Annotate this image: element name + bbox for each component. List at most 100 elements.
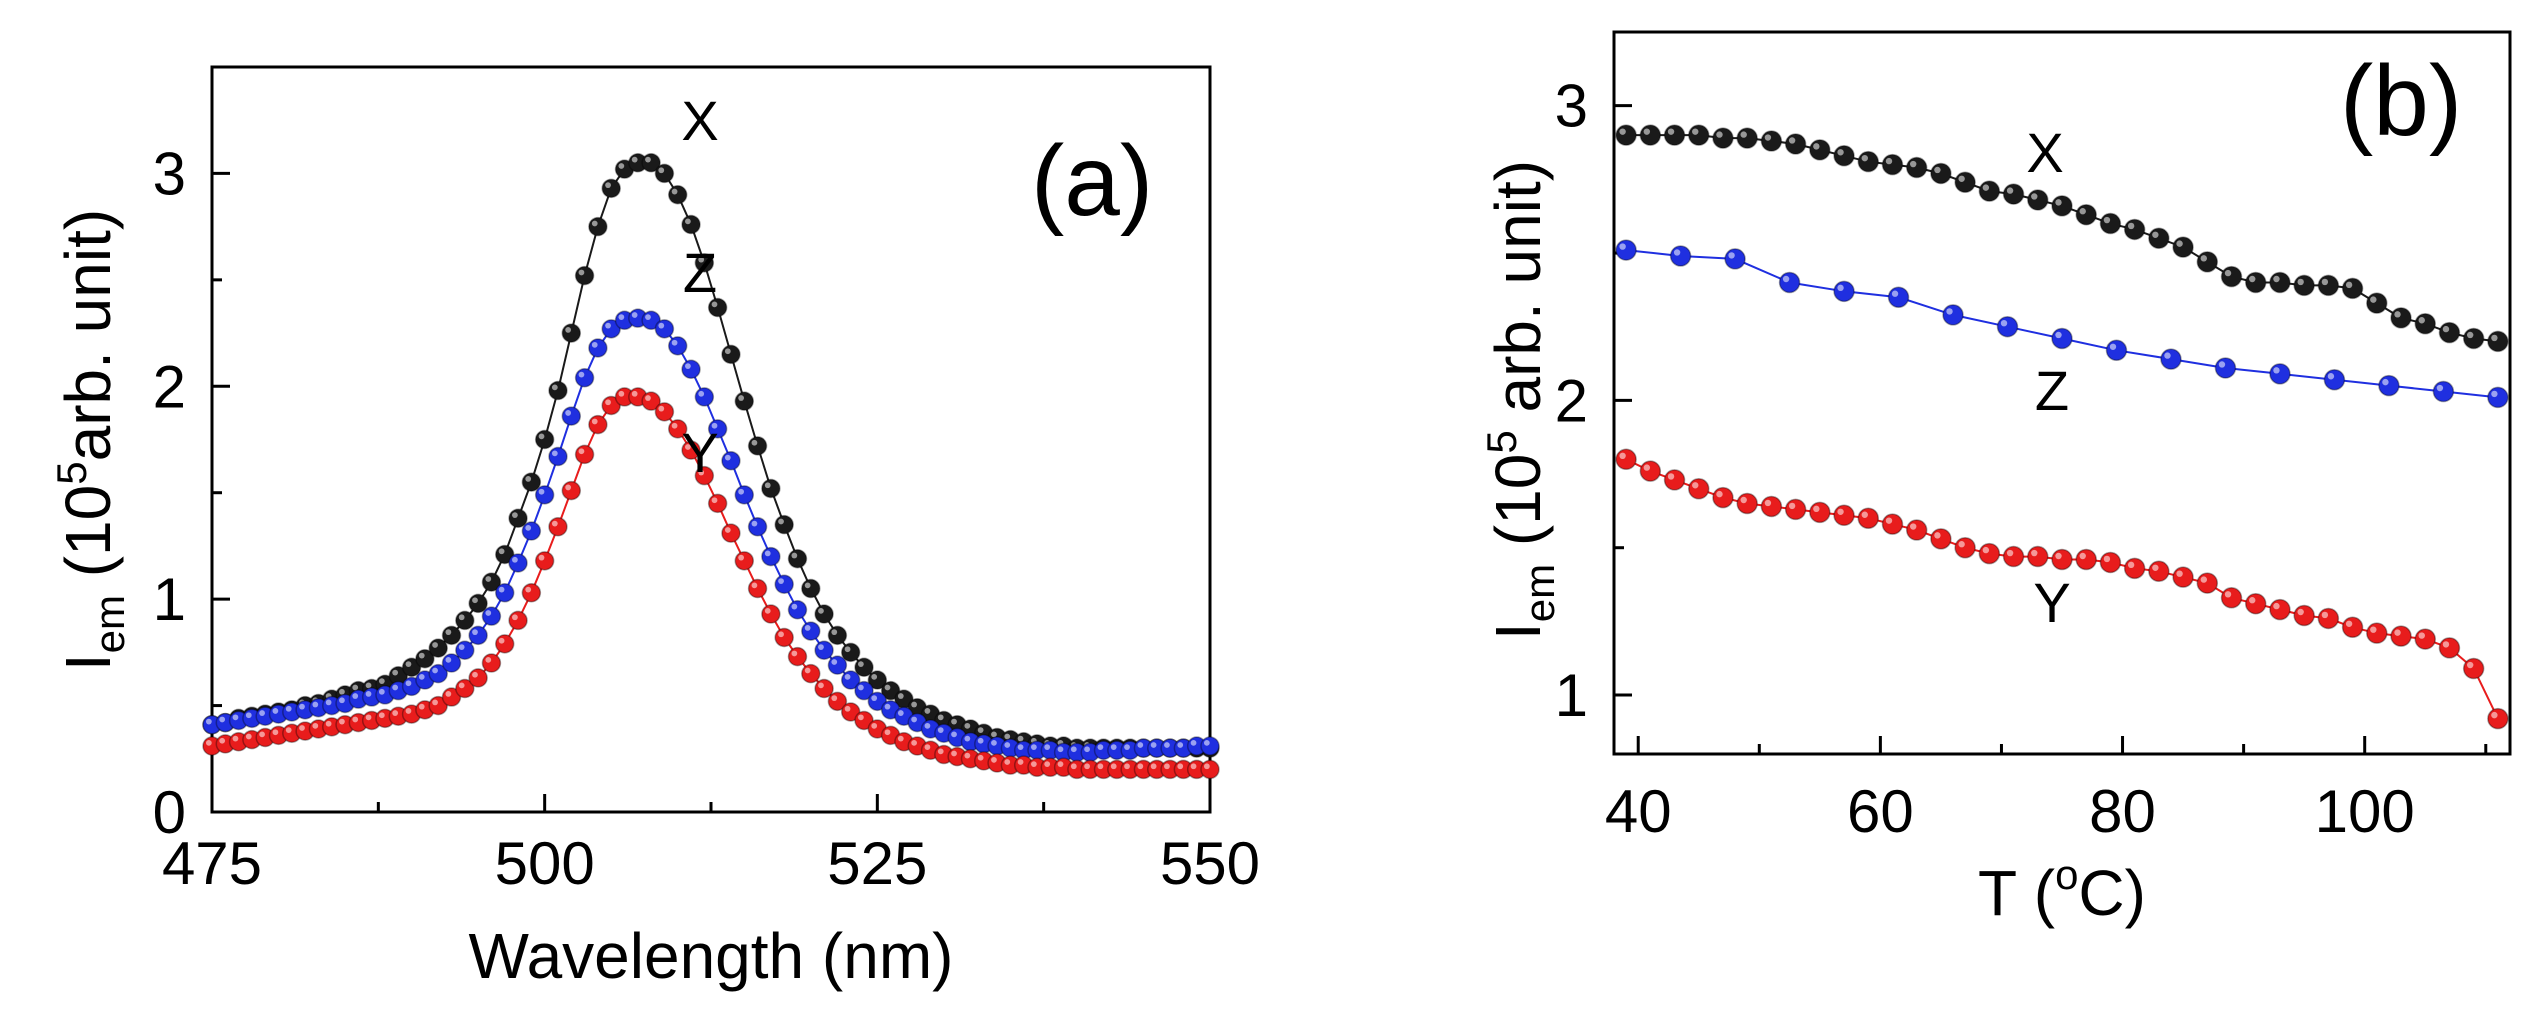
panel-a-data-point-highlight [897, 693, 904, 699]
panel-a-data-point-highlight [485, 576, 492, 582]
panel-b-data-point-highlight [2127, 222, 2135, 230]
panel-b-data-point-highlight [2103, 216, 2111, 224]
panel-b-x-tick-label: 80 [2089, 778, 2156, 845]
panel-b-data-point-highlight [1667, 473, 1675, 480]
panel-a-data-point-highlight [618, 314, 625, 321]
panel-b-x-axis-title: T (oC) [1978, 851, 2146, 929]
panel-b-data-point-x [2438, 321, 2461, 344]
panel-b-data-point-y [2220, 587, 2243, 609]
panel-a-data-point-highlight [818, 644, 824, 650]
panel-b-data-point-highlight [1861, 154, 1868, 162]
panel-a-data-point-highlight [1150, 763, 1157, 770]
panel-b-data-point-highlight [1891, 290, 1899, 297]
panel-b-data-point-y [2269, 598, 2291, 621]
panel-b-data-point-x [1881, 153, 1904, 176]
panel-a-data-point-highlight [219, 716, 226, 723]
panel-a-data-point-highlight [551, 520, 558, 527]
panel-a-data-point-x [721, 344, 741, 365]
panel-a-data-point-y [468, 668, 488, 688]
panel-a-data-point-highlight [1137, 742, 1144, 748]
panel-a-data-point-highlight [711, 497, 718, 504]
panel-b-data-point-highlight [1958, 175, 1965, 182]
panel-b-data-point-highlight [1885, 157, 1893, 165]
panel-a-x-tick-label: 525 [827, 830, 927, 897]
panel-b-data-point-x [2390, 307, 2412, 329]
panel-b-data-point-x [1663, 124, 1686, 146]
panel-a-data-point-highlight [339, 688, 345, 695]
panel-a-data-point-highlight [339, 697, 345, 704]
panel-b-data-point-highlight [2370, 296, 2377, 303]
panel-b-data-point-highlight [2079, 208, 2086, 215]
panel-a-data-point-y [707, 493, 728, 514]
panel-b-data-point-highlight [1728, 252, 1735, 259]
panel-b-x-axis-title-sup: o [2055, 851, 2078, 898]
panel-b-data-point-highlight [2000, 319, 2008, 327]
panel-a-data-point-highlight [804, 625, 811, 631]
panel-a-data-point-x [761, 478, 781, 499]
panel-b-data-point-x [2317, 274, 2340, 297]
panel-b-data-point-x [2051, 195, 2073, 217]
panel-a-data-point-highlight [578, 448, 585, 455]
panel-b-data-point-highlight [2055, 199, 2062, 206]
panel-b-data-point-highlight [2200, 576, 2207, 583]
panel-a-data-point-z [468, 625, 488, 646]
panel-b-data-point-x [2244, 271, 2267, 294]
panel-b-data-point-highlight [2327, 373, 2335, 380]
panel-a-data-point-y [548, 517, 568, 537]
panel-b-data-point-highlight [2103, 555, 2111, 563]
panel-a-x-tick-label: 500 [495, 830, 595, 897]
panel-b-label: (b) [2340, 45, 2462, 157]
panel-a-data-point-highlight [445, 656, 452, 663]
panel-a-data-point-highlight [631, 312, 638, 318]
panel-b-data-point-highlight [2491, 334, 2498, 342]
panel-a-data-point-z [827, 655, 848, 675]
panel-b-data-point-y [1760, 495, 1783, 518]
panel-a-data-point-highlight [272, 729, 279, 736]
panel-b-data-point-highlight [1946, 308, 1953, 315]
panel-a-y-tick-label: 1 [153, 566, 186, 633]
panel-b-data-point-y [2487, 707, 2509, 730]
panel-b-data-point-x [1905, 156, 1928, 179]
panel-a-data-point-highlight [831, 695, 838, 702]
panel-b-data-point-highlight [2418, 317, 2425, 324]
panel-b-data-point-y [2414, 628, 2436, 650]
panel-b-y-axis-title-sup: 5 [1478, 430, 1525, 453]
panel-b-data-point-highlight [1813, 143, 1820, 150]
panel-a-data-point-highlight [857, 661, 864, 667]
panel-b-data-point-highlight [2006, 187, 2014, 194]
panel-a-y-axis-title-sub: em [86, 595, 133, 653]
panel-b-data-point-highlight [1910, 523, 1917, 530]
panel-a-data-point-highlight [844, 646, 851, 653]
panel-a-data-point-x [814, 604, 834, 624]
panel-b-data-point-z [1724, 248, 1746, 270]
panel-a-y-axis-title-base: I [52, 653, 124, 671]
panel-a-data-point-highlight [245, 733, 252, 740]
panel-a-data-point-z [654, 319, 675, 339]
panel-b-data-point-z [2051, 327, 2073, 350]
panel-a-data-point-highlight [1137, 763, 1144, 770]
panel-b-data-point-highlight [2273, 367, 2280, 374]
panel-a-data-point-z [548, 446, 568, 467]
panel-a-data-point-highlight [791, 552, 798, 559]
panel-a-data-point-highlight [551, 384, 558, 391]
panel-a-data-point-highlight [458, 682, 465, 689]
panel-b-data-point-x [1857, 150, 1880, 173]
panel-a-data-point-x [787, 548, 808, 569]
panel-b-data-point-highlight [2006, 549, 2014, 557]
panel-a-data-point-highlight [1177, 763, 1184, 770]
panel-b-data-point-y [1978, 542, 2001, 565]
panel-a-data-point-highlight [259, 731, 265, 738]
panel-b-data-point-highlight [1716, 131, 1723, 138]
panel-a-data-point-z [747, 517, 768, 537]
panel-b-data-point-z [2323, 368, 2346, 391]
panel-a-data-point-highlight [485, 656, 492, 663]
panel-a-data-point-highlight [365, 682, 372, 689]
panel-b-series-label-x: X [2026, 121, 2063, 184]
panel-b-data-point-y [2075, 548, 2097, 571]
panel-b-data-point-highlight [1788, 137, 1796, 144]
panel-a-data-point-highlight [285, 727, 292, 733]
panel-a-series-z [202, 308, 1220, 763]
panel-a-data-point-highlight [645, 156, 651, 163]
panel-a-data-point-highlight [924, 708, 931, 714]
panel-a-data-point-highlight [458, 614, 465, 621]
